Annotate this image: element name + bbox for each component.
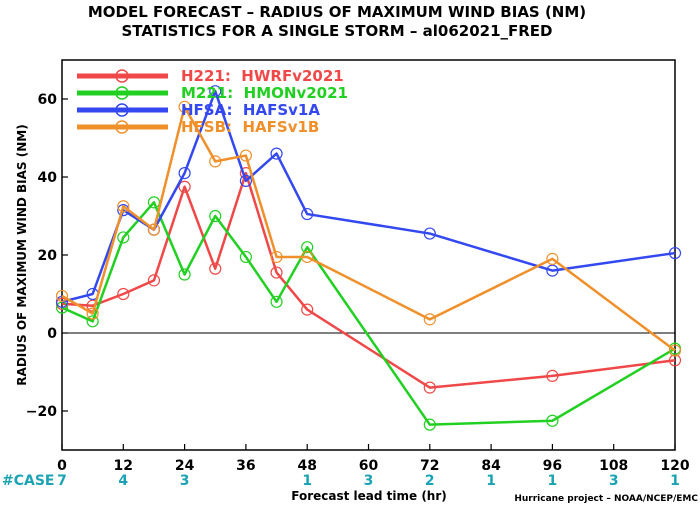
series-point — [86, 307, 99, 320]
series-point — [423, 313, 436, 326]
series-1 — [55, 196, 682, 431]
chart-subtitle: STATISTICS FOR A SINGLE STORM – al062021… — [121, 22, 552, 40]
series-point — [178, 268, 191, 281]
legend-label: HFSA: HAFSv1A — [181, 101, 320, 119]
x-tick-label: 36 — [236, 458, 255, 474]
legend-label: HFSB: HAFSv1B — [181, 118, 319, 136]
series-point — [423, 227, 436, 240]
series-point — [546, 414, 559, 427]
x-tick-label: 12 — [114, 458, 133, 474]
series-point — [117, 231, 130, 244]
x-tick-label: 24 — [175, 458, 195, 474]
y-tick-label: 60 — [38, 92, 58, 108]
series-point — [147, 274, 161, 287]
legend-item-2: HFSA: HAFSv1A — [77, 101, 320, 119]
x-axis-label: Forecast lead time (hr) — [291, 489, 447, 503]
series-point — [270, 147, 283, 160]
series-point — [301, 207, 314, 221]
series-point — [668, 344, 682, 357]
x-tick-label: 84 — [481, 458, 501, 474]
plot-frame — [61, 59, 676, 451]
series-point — [301, 303, 314, 316]
x-tick-label: 108 — [599, 458, 628, 474]
series-point — [117, 287, 130, 301]
series-point — [239, 250, 252, 264]
y-axis-label: RADIUS OF MAXIMUM WIND BIAS (NM) — [15, 124, 29, 385]
x-tick-label: 48 — [297, 458, 316, 474]
y-tick-label: −20 — [26, 404, 57, 420]
series-point — [270, 266, 283, 279]
x-tick-label: 72 — [420, 458, 439, 474]
x-tick-label: 120 — [660, 458, 689, 474]
series-point — [55, 289, 69, 303]
series-point — [668, 246, 682, 260]
case-count: 1 — [548, 473, 558, 489]
series-point — [301, 241, 314, 254]
series-point — [546, 264, 559, 277]
legend-swatch-marker — [115, 103, 129, 117]
chart-title: MODEL FORECAST – RADIUS OF MAXIMUM WIND … — [88, 3, 586, 21]
case-count: 7 — [57, 473, 67, 489]
series-point — [209, 262, 222, 275]
case-count: 1 — [486, 473, 496, 489]
case-count: 3 — [364, 473, 374, 489]
credit-text: Hurricane project – NOAA/NCEP/EMC — [514, 494, 698, 504]
x-tick-label: 0 — [57, 458, 67, 474]
series-point — [209, 85, 222, 98]
legend-swatch-marker — [115, 86, 129, 100]
series-point — [423, 381, 436, 394]
legend-item-0: H221: HWRFv2021 — [77, 67, 344, 85]
plot-area — [61, 59, 676, 451]
series-point — [117, 200, 130, 213]
series-point — [178, 180, 191, 193]
series-point — [209, 155, 222, 168]
legend-item-1: M221: HMONv2021 — [77, 84, 348, 102]
case-counts: 7 4 3 1 3 2 1 1 3 1 — [57, 473, 680, 489]
series-layer — [55, 85, 682, 431]
x-axis-ticks: 0 12 24 36 48 60 72 84 96 108 120 — [57, 444, 690, 474]
series-line — [61, 105, 676, 352]
x-tick-label: 96 — [543, 458, 562, 474]
series-point — [423, 418, 436, 431]
case-count: 3 — [609, 473, 619, 489]
series-point — [301, 250, 314, 264]
case-count: 4 — [118, 473, 128, 489]
series-point — [270, 250, 283, 264]
y-axis-ticks: −20 0 20 40 60 — [26, 92, 68, 420]
case-count: 1 — [302, 473, 312, 489]
series-point — [178, 100, 191, 113]
series-point — [178, 167, 191, 180]
y-tick-label: 40 — [38, 170, 58, 186]
legend-item-3: HFSB: HAFSv1B — [77, 118, 319, 136]
series-point — [147, 223, 161, 236]
series-point — [55, 301, 69, 314]
series-point — [239, 174, 252, 187]
y-tick-label: 20 — [38, 248, 58, 264]
case-count: 2 — [425, 473, 435, 489]
series-3 — [55, 100, 682, 357]
series-point — [147, 196, 161, 209]
case-label: #CASE — [2, 473, 55, 489]
case-count: 3 — [180, 473, 190, 489]
series-point — [546, 369, 559, 382]
series-point — [86, 315, 99, 328]
legend-label: H221: HWRFv2021 — [181, 67, 344, 85]
series-point — [546, 252, 559, 265]
series-point — [668, 354, 682, 367]
series-line — [61, 201, 676, 426]
case-count: 1 — [670, 473, 680, 489]
series-point — [209, 209, 222, 223]
series-2 — [55, 85, 682, 308]
series-0 — [55, 167, 682, 394]
legend-swatch-marker — [115, 120, 129, 134]
series-point — [239, 149, 252, 162]
x-tick-label: 60 — [359, 458, 379, 474]
legend-swatch-marker — [115, 69, 129, 83]
legend-label: M221: HMONv2021 — [181, 84, 348, 102]
y-tick-label: 0 — [47, 326, 57, 342]
series-point — [270, 295, 283, 308]
